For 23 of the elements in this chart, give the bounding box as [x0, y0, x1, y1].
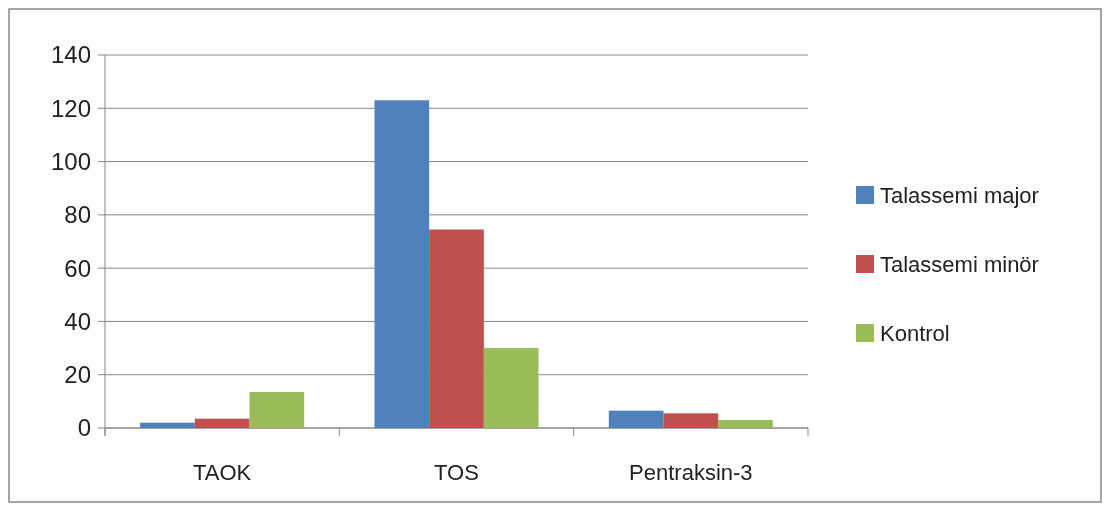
bar [194, 418, 250, 428]
bar [249, 392, 305, 428]
bar [429, 229, 484, 428]
legend-label: Talassemi major [880, 182, 1039, 208]
x-tick-label: Pentraksin-3 [629, 460, 753, 485]
legend-label: Talassemi minör [880, 251, 1039, 277]
x-tick-label: TAOK [193, 460, 252, 485]
y-tick-label: 0 [77, 414, 91, 442]
bar [608, 410, 664, 428]
y-tick-label: 80 [64, 201, 91, 229]
y-tick-label: 140 [50, 41, 91, 69]
y-tick-label: 120 [50, 94, 91, 122]
y-tick-label: 60 [64, 254, 91, 282]
bar [483, 348, 539, 428]
y-tick-label: 40 [64, 307, 91, 335]
y-tick-label: 100 [50, 147, 91, 175]
legend-label: Kontrol [880, 320, 950, 346]
bar [140, 422, 195, 428]
x-tick-label: TOS [434, 460, 479, 485]
y-tick-label: 20 [64, 361, 91, 389]
bar [718, 420, 773, 428]
bar [663, 413, 719, 428]
bar [374, 100, 430, 428]
